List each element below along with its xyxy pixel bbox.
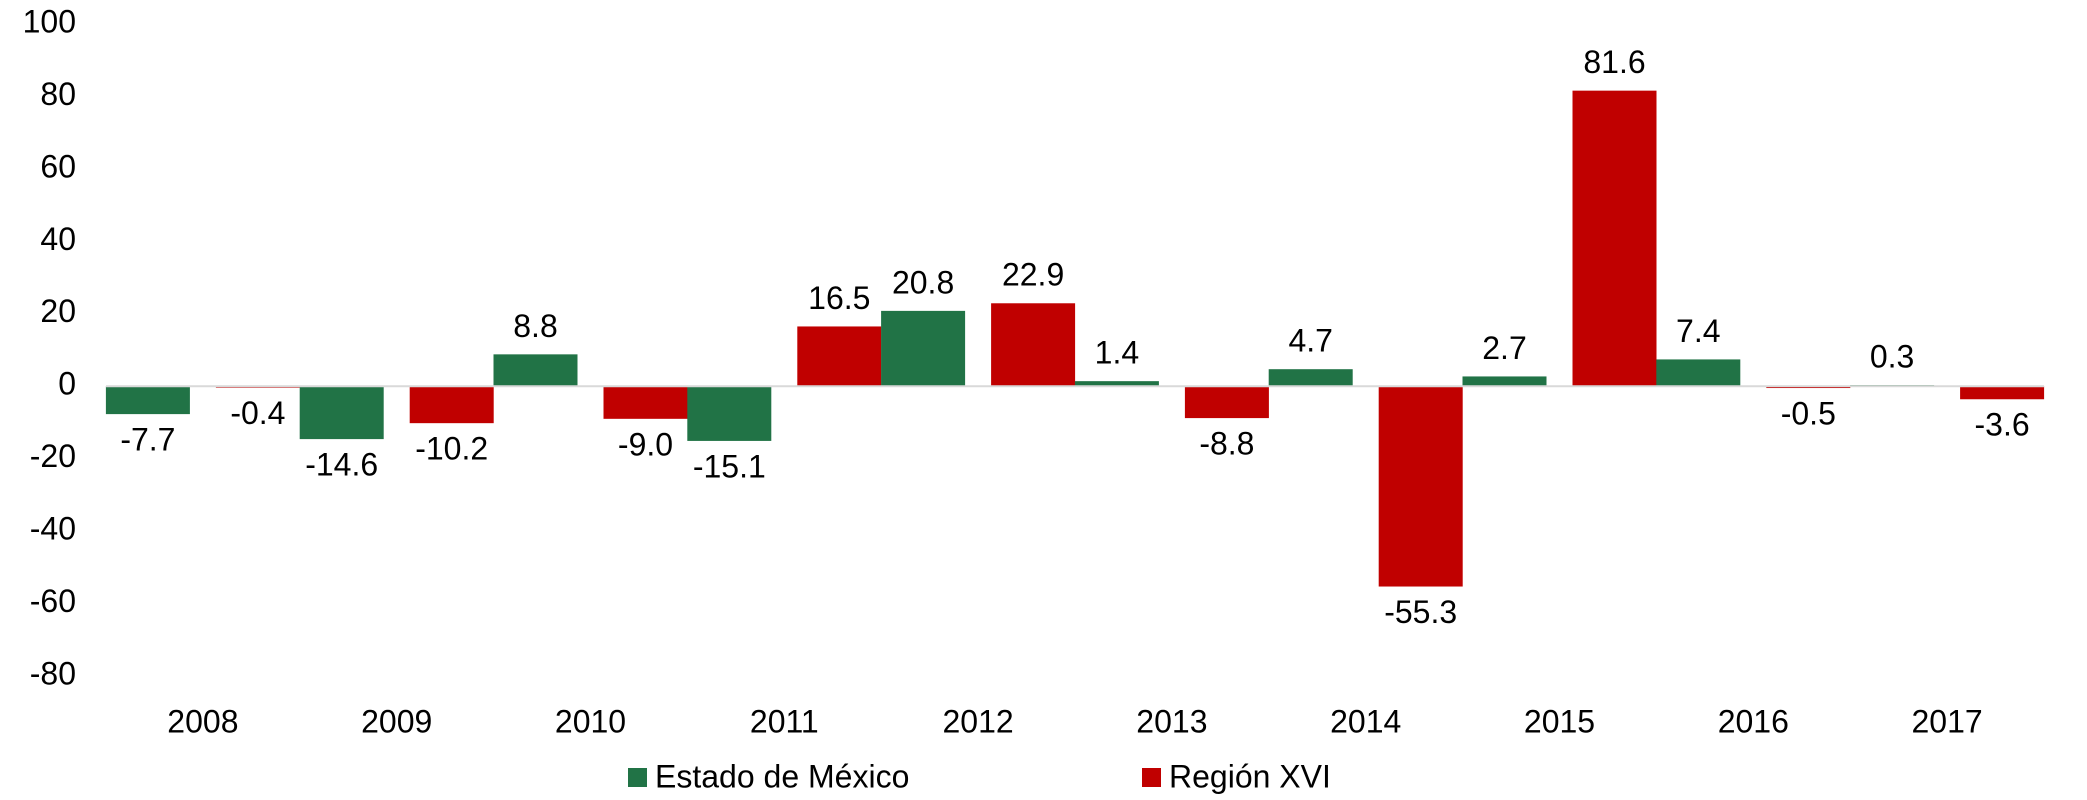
data-label: -0.5 xyxy=(1781,395,1836,431)
data-label: -8.8 xyxy=(1199,426,1254,462)
y-tick-label: 80 xyxy=(40,76,76,112)
bar xyxy=(603,386,688,419)
bar xyxy=(105,386,190,415)
y-tick-label: 0 xyxy=(58,366,76,402)
data-label: 16.5 xyxy=(808,280,870,316)
bar xyxy=(881,310,966,387)
bar xyxy=(409,386,494,424)
x-tick-label: 2008 xyxy=(167,703,238,739)
x-tick-label: 2017 xyxy=(1912,703,1983,739)
x-tick-label: 2011 xyxy=(750,703,819,739)
data-label: -7.7 xyxy=(120,422,175,458)
bar xyxy=(1572,90,1657,387)
data-label: -3.6 xyxy=(1975,407,2030,443)
bar xyxy=(299,386,384,440)
data-label: -0.4 xyxy=(230,395,285,431)
bar xyxy=(1378,386,1463,587)
data-label: 4.7 xyxy=(1288,323,1332,359)
legend-label: Estado de México xyxy=(655,758,909,794)
data-label: 22.9 xyxy=(1002,257,1064,293)
y-tick-label: 60 xyxy=(40,148,76,184)
bar xyxy=(797,326,882,387)
bar xyxy=(1462,376,1547,387)
bar xyxy=(1184,386,1269,419)
x-tick-label: 2012 xyxy=(943,703,1014,739)
x-tick-label: 2014 xyxy=(1330,703,1401,739)
y-tick-label: -80 xyxy=(30,655,76,691)
bar xyxy=(991,303,1076,387)
x-tick-label: 2010 xyxy=(555,703,626,739)
x-tick-label: 2009 xyxy=(361,703,432,739)
data-label: 1.4 xyxy=(1095,335,1139,371)
data-label: 8.8 xyxy=(513,308,557,344)
y-tick-label: -40 xyxy=(30,511,76,547)
y-tick-label: 40 xyxy=(40,221,76,257)
x-tick-label: 2013 xyxy=(1136,703,1207,739)
y-tick-label: -60 xyxy=(30,583,76,619)
bar xyxy=(1960,386,2045,400)
bar xyxy=(493,354,578,387)
bar xyxy=(1268,369,1353,387)
data-label: 2.7 xyxy=(1482,330,1526,366)
data-label: 20.8 xyxy=(892,264,954,300)
data-label: -55.3 xyxy=(1384,594,1457,630)
data-label: 7.4 xyxy=(1676,313,1720,349)
x-tick-label: 2015 xyxy=(1524,703,1595,739)
y-tick-label: -20 xyxy=(30,438,76,474)
y-tick-label: 20 xyxy=(40,293,76,329)
data-label: -9.0 xyxy=(618,426,673,462)
bar xyxy=(1656,359,1741,387)
data-label: 0.3 xyxy=(1870,339,1914,375)
data-label: 81.6 xyxy=(1583,44,1645,80)
bar xyxy=(1074,381,1159,387)
data-label: -15.1 xyxy=(693,448,766,484)
legend-swatch xyxy=(1142,768,1161,787)
data-label: -14.6 xyxy=(305,447,378,483)
y-tick-label: 100 xyxy=(23,3,76,39)
legend-label: Región XVI xyxy=(1169,758,1331,794)
data-label: -10.2 xyxy=(415,431,488,467)
bar xyxy=(687,386,772,441)
legend-swatch xyxy=(628,768,647,787)
x-tick-label: 2016 xyxy=(1718,703,1789,739)
